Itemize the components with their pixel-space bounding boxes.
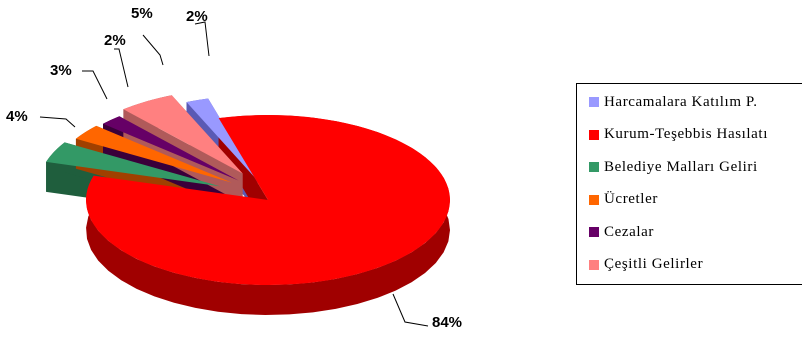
legend-item: Cezalar (589, 222, 654, 242)
legend-label: Harcamalara Katılım P. (604, 93, 758, 110)
legend-swatch (589, 97, 599, 107)
legend-item: Çeşitli Gelirler (589, 255, 703, 275)
legend-label: Cezalar (604, 223, 654, 240)
legend-item: Belediye Malları Geliri (589, 157, 758, 177)
legend: Harcamalara Katılım P. Kurum-Teşebbis Has… (576, 83, 802, 285)
pie-tops (46, 95, 450, 286)
leader-line-1 (392, 293, 429, 327)
leader-line-2 (39, 116, 76, 128)
legend-swatch (589, 194, 599, 205)
slice-0 (186, 98, 258, 181)
data-label-0: 2% (186, 8, 208, 25)
legend-item: Harcamalara Katılım P. (589, 92, 758, 112)
legend-label: Belediye Malları Geliri (604, 158, 758, 175)
legend-label: Çeşitli Gelirler (604, 256, 704, 272)
leader-line-5 (142, 34, 164, 66)
slice-4 (103, 116, 239, 181)
legend-label: Kurum-Teşebbis Hasılatı (604, 126, 768, 142)
legend-item: Kurum-Teşebbis Hasılatı (589, 125, 768, 145)
leader-line-3 (82, 70, 108, 100)
data-label-2: 4% (6, 108, 28, 125)
legend-swatch (589, 162, 599, 172)
slice-1 (85, 115, 450, 286)
legend-label: Ücretler (604, 191, 658, 207)
legend-item: Ücretler (589, 190, 658, 210)
leader-lines (39, 21, 429, 327)
leader-line-0 (194, 21, 210, 57)
data-label-5: 5% (131, 5, 153, 22)
slice-2 (46, 142, 221, 187)
leader-line-4 (114, 48, 129, 88)
legend-swatch (589, 129, 599, 140)
data-labels: 2% 84% 4% 3% 2% 5% (6, 5, 462, 331)
slice-5 (123, 95, 243, 174)
legend-swatch (589, 227, 599, 237)
data-label-1: 84% (432, 314, 462, 331)
data-label-3: 3% (50, 62, 72, 79)
legend-swatch (589, 259, 599, 270)
data-label-4: 2% (104, 32, 126, 49)
slice-3 (75, 125, 232, 183)
